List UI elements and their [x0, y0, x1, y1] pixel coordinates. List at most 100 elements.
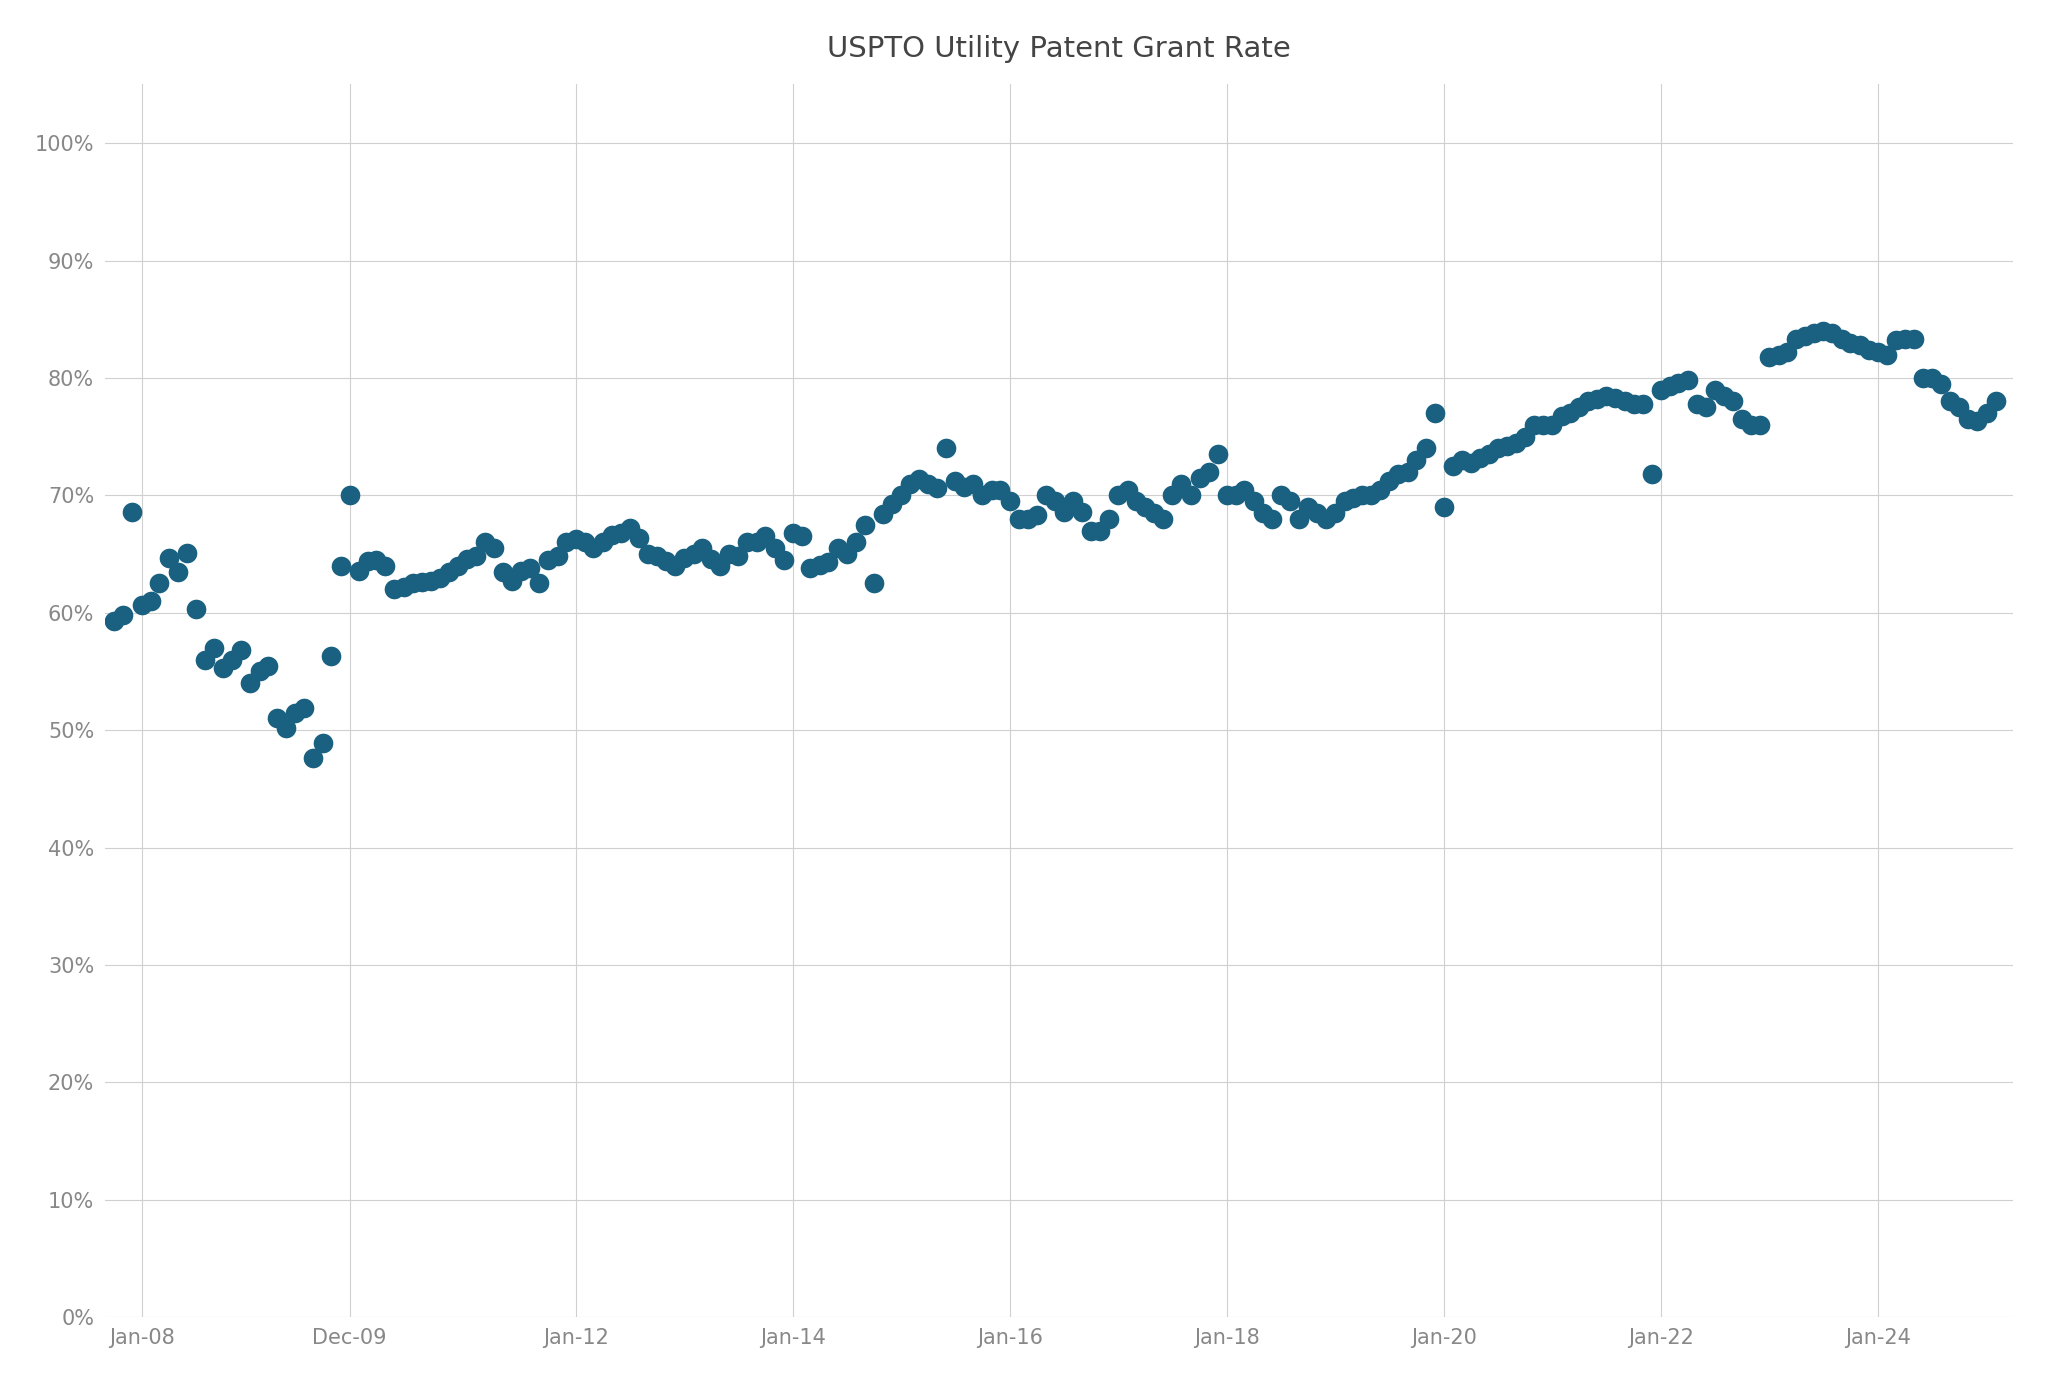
- Point: [1978, 390, 2011, 412]
- Point: [270, 716, 303, 739]
- Point: [1571, 390, 1604, 412]
- Point: [739, 531, 772, 553]
- Point: [1065, 501, 1098, 523]
- Point: [287, 697, 319, 719]
- Point: [1726, 408, 1759, 430]
- Point: [514, 557, 547, 579]
- Point: [975, 479, 1008, 501]
- Point: [840, 531, 872, 553]
- Point: [279, 701, 311, 723]
- Point: [1952, 408, 1985, 430]
- Point: [586, 531, 618, 553]
- Point: [604, 521, 637, 544]
- Point: [829, 544, 862, 566]
- Point: [678, 544, 711, 566]
- Point: [1292, 496, 1325, 519]
- Point: [432, 560, 465, 582]
- Point: [252, 654, 285, 676]
- Point: [1907, 366, 1939, 389]
- Point: [1753, 346, 1786, 368]
- Point: [1509, 426, 1542, 448]
- Point: [858, 573, 891, 595]
- Point: [1454, 451, 1487, 473]
- Point: [1690, 397, 1722, 419]
- Point: [1083, 520, 1116, 542]
- Point: [1589, 384, 1622, 407]
- Point: [758, 537, 791, 559]
- Point: [659, 555, 692, 577]
- Point: [199, 638, 231, 660]
- Point: [1554, 402, 1587, 425]
- Point: [1825, 328, 1858, 350]
- Point: [297, 747, 330, 769]
- Point: [885, 484, 918, 506]
- Point: [1481, 437, 1513, 459]
- Point: [813, 552, 846, 574]
- Point: [1337, 487, 1370, 509]
- Point: [623, 527, 655, 549]
- Point: [1264, 484, 1296, 506]
- Point: [1047, 501, 1079, 523]
- Point: [1491, 436, 1524, 458]
- Point: [1147, 508, 1180, 530]
- Point: [1221, 484, 1253, 506]
- Point: [352, 550, 385, 573]
- Point: [848, 513, 881, 535]
- Point: [569, 531, 602, 553]
- Point: [1499, 431, 1532, 454]
- Point: [1229, 479, 1262, 501]
- Point: [1960, 411, 1993, 433]
- Point: [1925, 373, 1958, 396]
- Point: [260, 707, 293, 729]
- Point: [152, 546, 184, 568]
- Point: [369, 555, 401, 577]
- Point: [414, 570, 446, 592]
- Point: [1427, 496, 1460, 519]
- Point: [1174, 484, 1206, 506]
- Point: [1075, 520, 1108, 542]
- Point: [1817, 322, 1849, 344]
- Point: [750, 526, 782, 548]
- Point: [1761, 343, 1794, 365]
- Point: [1546, 404, 1579, 426]
- Point: [938, 470, 971, 492]
- Point: [1636, 463, 1669, 485]
- Point: [1870, 343, 1903, 365]
- Point: [1933, 390, 1966, 412]
- Point: [180, 599, 213, 621]
- Point: [795, 557, 827, 579]
- Point: [1536, 414, 1569, 436]
- Point: [1274, 490, 1307, 512]
- Point: [1128, 496, 1161, 519]
- Point: [1806, 319, 1839, 342]
- Point: [1057, 490, 1090, 512]
- Point: [920, 477, 952, 499]
- Point: [451, 548, 483, 570]
- Point: [244, 661, 276, 683]
- Point: [1139, 502, 1171, 524]
- Point: [143, 573, 176, 595]
- Point: [1772, 342, 1804, 364]
- Point: [324, 555, 356, 577]
- Point: [1915, 366, 1948, 389]
- Point: [1698, 379, 1731, 401]
- Point: [1645, 379, 1677, 401]
- Point: [342, 560, 375, 582]
- Point: [442, 555, 475, 577]
- Point: [641, 545, 674, 567]
- Point: [387, 575, 420, 597]
- Point: [1464, 447, 1497, 469]
- Point: [911, 473, 944, 495]
- Point: [522, 573, 555, 595]
- Point: [668, 546, 700, 568]
- Point: [1671, 369, 1704, 391]
- Point: [1311, 508, 1343, 530]
- Point: [1970, 402, 2003, 425]
- Point: [1780, 328, 1812, 350]
- Point: [334, 484, 367, 506]
- Point: [1417, 402, 1450, 425]
- Point: [1319, 502, 1352, 524]
- Point: [1663, 372, 1696, 394]
- Point: [686, 537, 719, 559]
- Point: [461, 545, 494, 567]
